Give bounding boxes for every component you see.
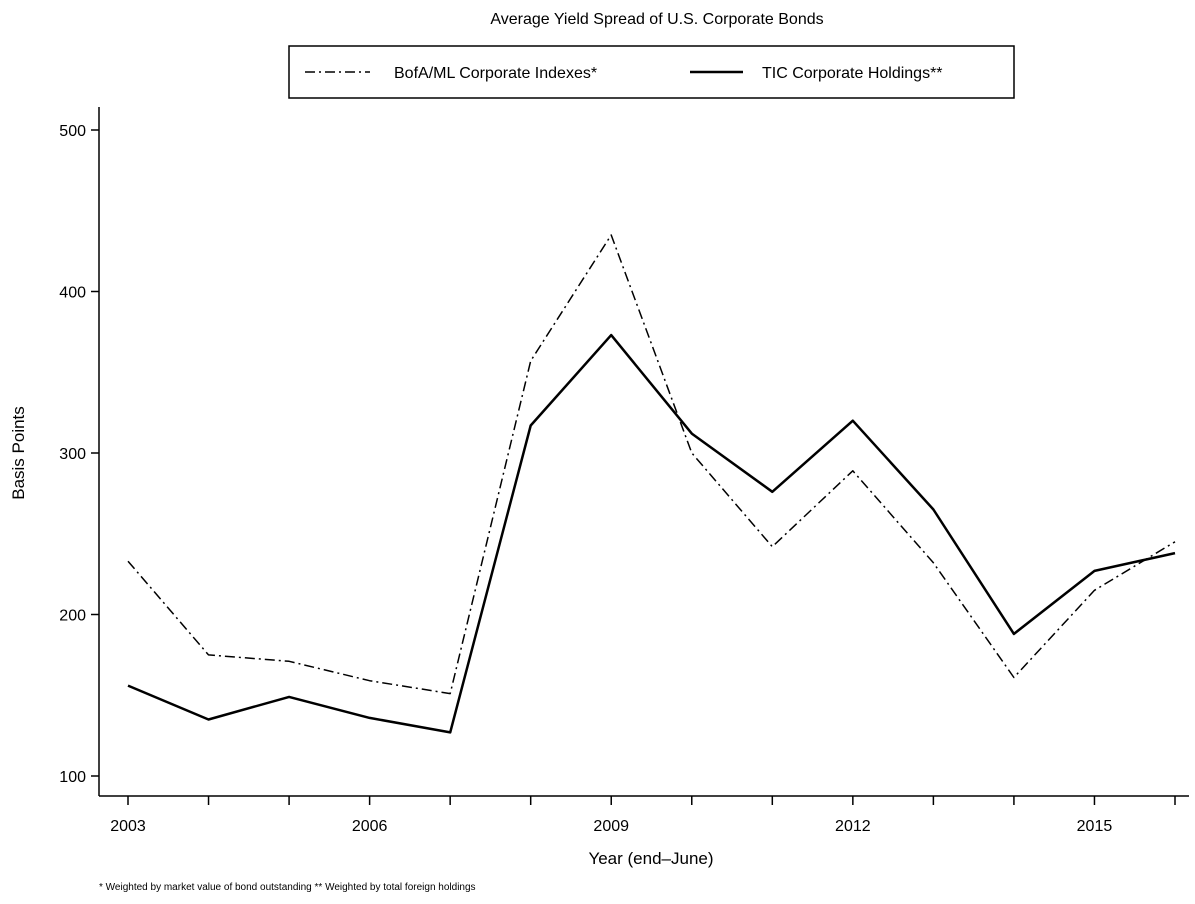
x-tick-label-2006: 2006 [352,818,388,835]
legend-label-tic-holdings: TIC Corporate Holdings** [762,65,943,82]
plot-frame [98,107,1189,797]
y-axis: 100 200 300 400 500 [59,123,99,786]
series-line-bofa-ml-indexes [127,234,1176,695]
y-tick-label-500: 500 [59,123,86,140]
x-axis-label: Year (end–June) [588,849,713,868]
x-tick-label-2015: 2015 [1077,818,1113,835]
y-tick-label-300: 300 [59,446,86,463]
legend-box [288,45,1015,99]
legend-label-bofa-ml-indexes: BofA/ML Corporate Indexes* [394,65,597,82]
x-tick-label-2003: 2003 [110,818,146,835]
y-axis-label: Basis Points [9,406,28,500]
y-tick-label-200: 200 [59,608,86,625]
series-layer [127,234,1176,734]
legend: BofA/ML Corporate Indexes* TIC Corporate … [288,45,1015,99]
chart-title: Average Yield Spread of U.S. Corporate B… [490,11,823,28]
footnote: * Weighted by market value of bond outst… [99,882,476,893]
x-tick-label-2012: 2012 [835,818,871,835]
series-line-tic-holdings [127,333,1176,734]
y-tick-label-100: 100 [59,769,86,786]
x-axis: 2003 2006 2009 2012 2015 [110,796,1176,835]
y-tick-label-400: 400 [59,285,86,302]
x-tick-label-2009: 2009 [593,818,629,835]
